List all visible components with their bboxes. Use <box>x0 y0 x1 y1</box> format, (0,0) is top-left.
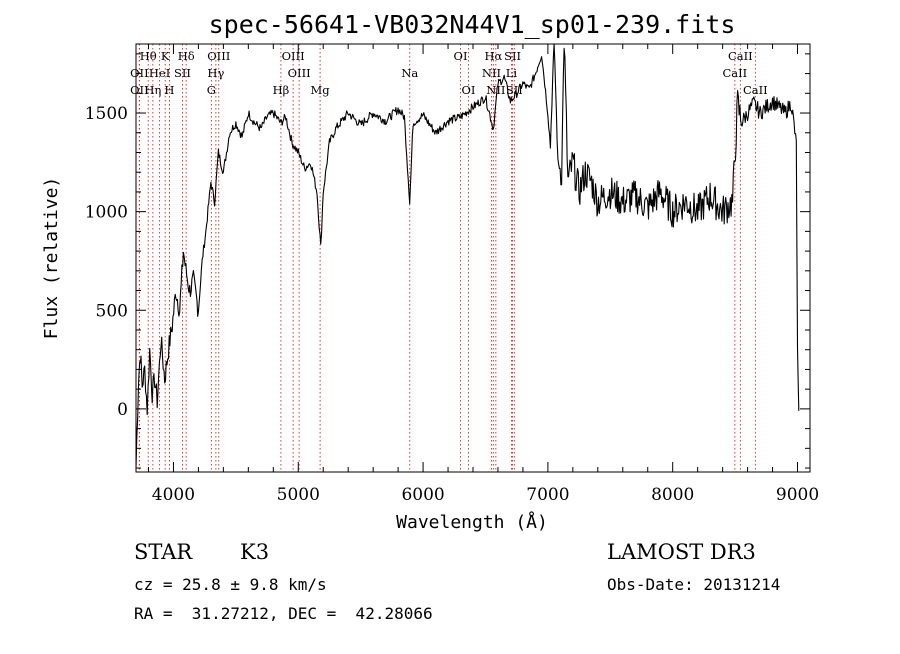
object-subclass: K3 <box>240 540 269 564</box>
spectral-line-label: OII <box>130 83 149 97</box>
spectral-line-label: G <box>207 83 216 97</box>
y-tick-label: 500 <box>96 301 128 321</box>
spectral-line-label: OI <box>462 83 476 97</box>
object-class: STAR <box>134 540 193 564</box>
spectral-line-label: HeI <box>149 66 170 80</box>
spectral-line-label: OI <box>454 49 468 63</box>
y-axis-label: Flux (relative) <box>41 177 62 340</box>
x-axis-ticks: 4000 5000 6000 7000 8000 9000 <box>147 44 819 505</box>
spectral-line-label: CaII <box>743 83 768 97</box>
spectral-line-label: Hη <box>144 83 161 97</box>
spectrum-series <box>135 43 800 469</box>
spectral-line-label: OIII <box>288 66 311 80</box>
spectral-line-label: CaII <box>722 66 747 80</box>
footer-info: STAR K3 cz = 25.8 ± 9.8 km/s RA = 31.272… <box>134 540 780 623</box>
spectral-line-label: SII <box>504 49 521 63</box>
x-tick-label: 9000 <box>776 485 819 505</box>
x-tick-label: 4000 <box>152 485 195 505</box>
spectral-line-label: Hγ <box>207 66 224 80</box>
observation-date: Obs-Date: 20131214 <box>607 575 780 594</box>
y-axis-ticks: 0 500 1000 1500 <box>85 53 810 469</box>
spectral-line-label: SII <box>174 66 191 80</box>
spectrum-line <box>135 43 800 469</box>
spectral-line-label: K <box>161 49 170 63</box>
y-tick-label: 1500 <box>85 104 128 124</box>
spectral-line-label: Hδ <box>178 49 195 63</box>
y-tick-label: 1000 <box>85 203 128 223</box>
spectral-line-label: Hβ <box>273 83 290 97</box>
spectral-line-label: NII <box>482 66 501 80</box>
spectral-line-label: Hα <box>484 49 502 63</box>
spectral-line-label: OIII <box>207 49 230 63</box>
y-tick-label: 0 <box>117 400 128 420</box>
x-tick-label: 5000 <box>277 485 320 505</box>
spectral-line-label: CaII <box>728 49 753 63</box>
spectral-line-label: Na <box>401 66 418 80</box>
chart-title: spec-56641-VB032N44V1_sp01-239.fits <box>209 10 736 39</box>
spectral-line-label: Mg <box>311 83 331 97</box>
x-tick-label: 6000 <box>401 485 444 505</box>
spectral-line-markers <box>138 44 756 472</box>
x-axis-label: Wavelength (Å) <box>396 511 548 533</box>
spectral-line-label: OII <box>130 66 149 80</box>
spectral-line-label: NII <box>486 83 505 97</box>
coordinates-readout: RA = 31.27212, DEC = 42.28066 <box>134 604 433 623</box>
redshift-readout: cz = 25.8 ± 9.8 km/s <box>134 575 327 594</box>
x-tick-label: 7000 <box>526 485 569 505</box>
survey-label: LAMOST DR3 <box>607 540 756 564</box>
x-tick-label: 8000 <box>651 485 694 505</box>
spectral-line-label: H <box>164 83 174 97</box>
spectral-line-label: Hθ <box>140 49 157 63</box>
spectral-line-label: Li <box>506 66 518 80</box>
spectral-line-label: OIII <box>282 49 305 63</box>
